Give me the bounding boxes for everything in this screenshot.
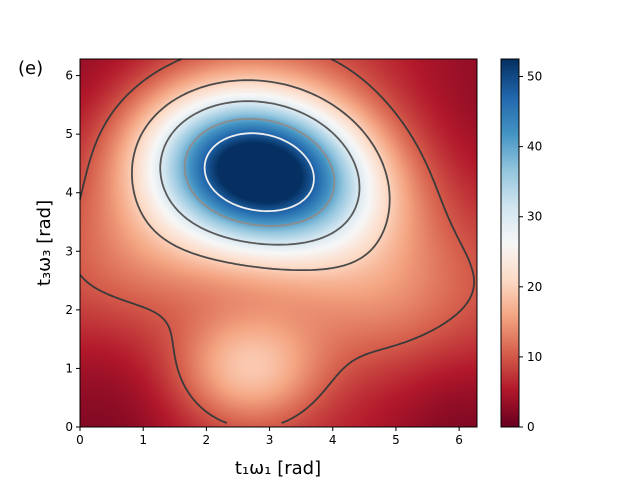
colorbar-tick-label: 10 (527, 350, 542, 364)
y-tick-label: 0 (65, 420, 73, 434)
x-tick-label: 1 (139, 433, 147, 447)
y-tick-label: 2 (65, 303, 73, 317)
x-tick-label: 2 (203, 433, 211, 447)
colorbar-ticks: 0 10 20 30 40 50 (519, 70, 542, 434)
colorbar-tick-label: 40 (527, 140, 542, 154)
x-tick-label: 3 (266, 433, 274, 447)
y-axis-label: t₃ω₃ [rad] (34, 200, 55, 286)
plot-frame (79, 58, 478, 428)
contour-level-10 (79, 58, 475, 424)
panel-label: (e) (18, 58, 43, 79)
y-tick-label: 1 (65, 361, 73, 375)
x-tick-label: 0 (76, 433, 84, 447)
x-axis-ticks: 0 1 2 3 4 5 6 (76, 427, 463, 447)
contour-level-40 (183, 117, 336, 227)
colorbar-tick-label: 0 (527, 420, 535, 434)
heatmap-image (80, 59, 477, 427)
y-tick-label: 3 (65, 244, 73, 258)
contour-lines (79, 58, 475, 424)
contour-level-48 (203, 132, 315, 213)
contour-level-20 (131, 79, 391, 271)
colorbar-tick-label: 50 (527, 70, 542, 84)
y-tick-label: 6 (65, 69, 73, 83)
colorbar-tick-label: 20 (527, 280, 542, 294)
y-axis-ticks: 0 1 2 3 4 5 6 (65, 69, 80, 434)
colorbar-tick-label: 30 (527, 210, 542, 224)
colorbar-gradient (501, 59, 519, 427)
colorbar-frame (500, 58, 520, 428)
x-tick-label: 4 (329, 433, 337, 447)
x-tick-label: 5 (392, 433, 400, 447)
x-tick-label: 6 (455, 433, 463, 447)
contour-level-30 (159, 100, 361, 246)
y-tick-label: 4 (65, 186, 73, 200)
x-axis-label: t₁ω₁ [rad] (235, 458, 321, 479)
y-tick-label: 5 (65, 127, 73, 141)
